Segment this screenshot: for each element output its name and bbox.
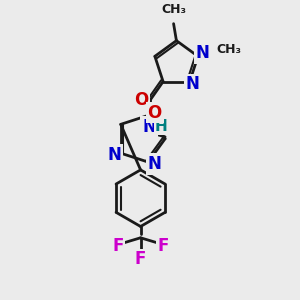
Text: F: F — [135, 250, 146, 268]
Text: H: H — [155, 119, 168, 134]
Text: CH₃: CH₃ — [161, 3, 186, 16]
Text: O: O — [134, 91, 148, 109]
Text: F: F — [158, 237, 169, 255]
Text: N: N — [107, 146, 121, 164]
Text: O: O — [148, 103, 162, 122]
Text: N: N — [142, 118, 156, 136]
Text: CH₃: CH₃ — [217, 43, 242, 56]
Text: N: N — [186, 75, 200, 93]
Text: N: N — [148, 155, 162, 173]
Text: F: F — [112, 237, 124, 255]
Text: N: N — [196, 44, 210, 62]
